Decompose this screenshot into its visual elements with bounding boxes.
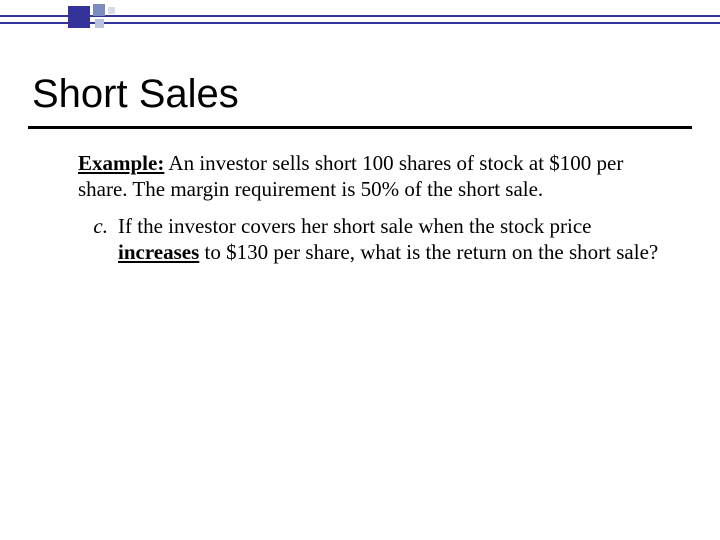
slide-title: Short Sales	[32, 72, 239, 117]
list-item: c. If the investor covers her short sale…	[78, 213, 660, 266]
example-label: Example:	[78, 151, 164, 175]
item-text: If the investor covers her short sale wh…	[118, 213, 660, 266]
corner-decoration	[68, 4, 114, 32]
item-text-post: to $130 per share, what is the return on…	[199, 240, 658, 264]
slide-body: Example: An investor sells short 100 sha…	[78, 150, 660, 265]
slide-top-bar	[0, 0, 720, 30]
item-text-pre: If the investor covers her short sale wh…	[118, 214, 592, 238]
item-letter: c.	[78, 213, 118, 266]
deco-square-small	[95, 19, 104, 28]
item-text-emph: increases	[118, 240, 199, 264]
example-paragraph: Example: An investor sells short 100 sha…	[78, 150, 660, 203]
title-divider	[28, 126, 692, 129]
deco-square-medium	[93, 4, 105, 16]
deco-square-tiny	[108, 7, 115, 14]
deco-square-large	[68, 6, 90, 28]
